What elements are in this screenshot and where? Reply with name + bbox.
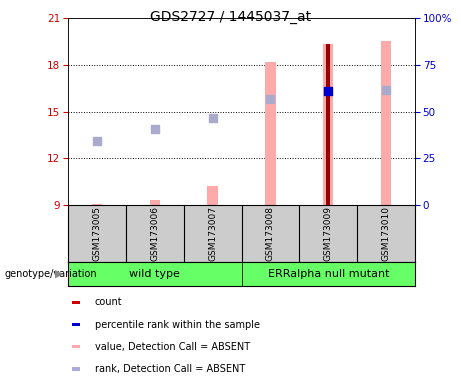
Text: GSM173008: GSM173008: [266, 206, 275, 261]
Text: GSM173010: GSM173010: [382, 206, 390, 261]
Text: GDS2727 / 1445037_at: GDS2727 / 1445037_at: [150, 10, 311, 23]
Bar: [92, 204, 102, 205]
Text: percentile rank within the sample: percentile rank within the sample: [95, 319, 260, 329]
Text: wild type: wild type: [130, 269, 180, 279]
Bar: [207, 186, 218, 205]
Point: [267, 96, 274, 102]
Text: genotype/variation: genotype/variation: [5, 269, 97, 279]
Text: rank, Detection Call = ABSENT: rank, Detection Call = ABSENT: [95, 364, 245, 374]
Bar: [72, 367, 80, 371]
Bar: [72, 345, 80, 348]
Bar: [381, 41, 391, 205]
Text: GSM173009: GSM173009: [324, 206, 333, 261]
Bar: [68, 262, 242, 286]
Text: GSM173006: GSM173006: [150, 206, 159, 261]
Text: GSM173007: GSM173007: [208, 206, 217, 261]
Bar: [72, 301, 80, 304]
Bar: [326, 45, 330, 205]
Point: [151, 126, 159, 132]
Point: [325, 88, 332, 94]
Point: [209, 115, 216, 121]
Text: ERRalpha null mutant: ERRalpha null mutant: [267, 269, 389, 279]
Bar: [242, 262, 415, 286]
Text: ▶: ▶: [55, 269, 64, 279]
Point: [382, 87, 390, 93]
Bar: [72, 323, 80, 326]
Bar: [265, 62, 276, 205]
Bar: [149, 200, 160, 205]
Bar: [323, 45, 333, 205]
Text: count: count: [95, 297, 122, 307]
Text: GSM173005: GSM173005: [92, 206, 101, 261]
Text: value, Detection Call = ABSENT: value, Detection Call = ABSENT: [95, 342, 250, 352]
Point: [93, 138, 100, 144]
